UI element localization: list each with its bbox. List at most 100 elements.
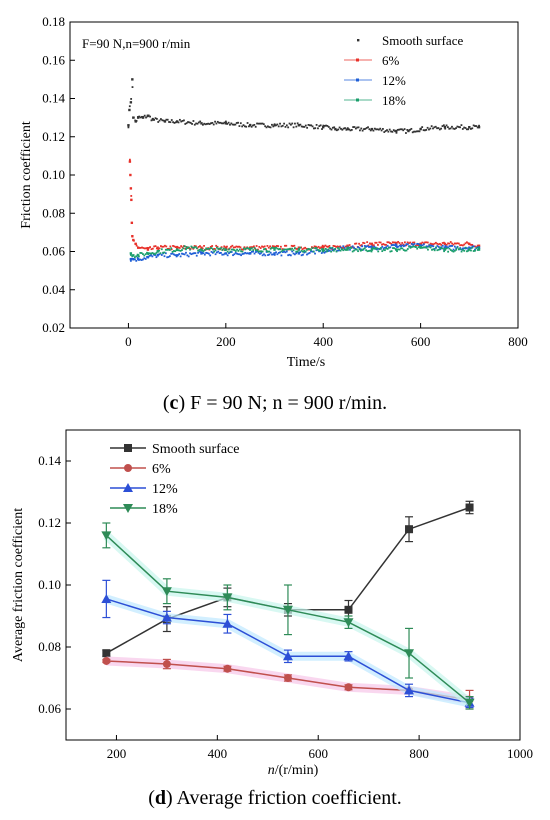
c-data-point	[134, 242, 137, 246]
c-point	[424, 241, 427, 244]
c-point	[398, 128, 401, 131]
c-point	[392, 129, 395, 132]
c-point	[341, 128, 344, 131]
d-legend-label: 18%	[152, 502, 178, 517]
c-point	[178, 247, 181, 249]
c-annotation: F=90 N,n=900 r/min	[82, 36, 191, 51]
c-y-tick-label: 0.02	[42, 320, 65, 335]
c-point	[383, 131, 386, 133]
c-point	[187, 121, 189, 123]
c-point	[417, 246, 420, 248]
c-point	[135, 259, 138, 262]
c-point	[243, 125, 246, 128]
c-point	[326, 250, 329, 253]
c-point	[276, 253, 279, 256]
c-point	[254, 251, 257, 253]
c-point	[390, 244, 393, 247]
c-point	[207, 252, 210, 255]
c-point	[253, 252, 256, 255]
c-point	[304, 250, 307, 253]
c-point	[413, 243, 416, 245]
c-point	[283, 122, 286, 125]
d-y-tick-label: 0.14	[38, 453, 61, 468]
c-point	[453, 245, 456, 248]
c-point	[253, 246, 256, 249]
c-point	[402, 243, 405, 246]
c-data-point	[129, 173, 132, 177]
c-point	[371, 246, 374, 249]
c-point	[340, 127, 342, 130]
c-point	[199, 120, 202, 123]
c-data-point	[297, 124, 301, 127]
c-point	[155, 252, 158, 254]
c-point	[308, 124, 311, 127]
c-point	[362, 248, 365, 251]
c-point	[308, 248, 311, 251]
d-x-tick-label: 400	[208, 746, 228, 761]
c-point	[273, 245, 276, 248]
c-point	[466, 250, 468, 253]
c-point	[404, 241, 406, 244]
c-point	[369, 246, 372, 248]
c-point	[311, 250, 314, 253]
c-point	[279, 251, 281, 254]
c-point	[259, 252, 261, 255]
c-point	[173, 122, 176, 124]
c-point	[438, 128, 441, 131]
c-point	[195, 247, 198, 250]
c-point	[317, 245, 320, 248]
c-point	[257, 122, 260, 125]
c-point	[363, 128, 365, 131]
c-point	[207, 247, 210, 250]
c-point	[229, 250, 232, 253]
c-point	[401, 247, 404, 250]
c-point	[331, 126, 334, 129]
c-point	[354, 242, 356, 245]
c-data-point	[370, 127, 374, 131]
c-point	[231, 123, 234, 126]
c-point	[386, 244, 389, 247]
c-point	[410, 246, 413, 248]
c-point	[164, 252, 167, 255]
c-point	[449, 127, 452, 130]
c-point	[471, 127, 474, 130]
c-point	[452, 127, 455, 130]
c-point	[367, 250, 370, 252]
c-point	[414, 244, 417, 247]
c-point	[265, 251, 268, 253]
c-point	[150, 254, 152, 257]
c-point	[260, 122, 262, 125]
c-point	[210, 250, 213, 253]
c-point	[371, 244, 374, 247]
c-point	[305, 247, 308, 250]
c-point	[376, 128, 379, 131]
c-data-point	[156, 246, 159, 249]
c-point	[466, 241, 468, 244]
c-point	[328, 246, 331, 249]
c-point	[366, 250, 369, 253]
c-point	[169, 245, 172, 248]
c-point	[323, 251, 326, 254]
c-point	[423, 246, 425, 249]
c-data-point	[136, 257, 140, 261]
d-marker	[222, 618, 233, 628]
c-point	[412, 241, 414, 244]
c-point	[153, 118, 156, 121]
c-point	[467, 128, 470, 131]
c-data-point	[297, 246, 301, 249]
c-point	[360, 127, 363, 130]
c-point	[441, 125, 444, 127]
c-point	[417, 244, 420, 247]
d-y-axis-label: Average friction coefficient	[11, 508, 26, 662]
c-point	[204, 123, 207, 126]
c-point	[370, 245, 373, 248]
c-point	[338, 249, 341, 252]
c-point	[471, 246, 474, 249]
c-point	[300, 254, 303, 257]
c-point	[162, 245, 165, 248]
c-point	[187, 246, 190, 249]
c-point	[415, 130, 418, 133]
c-point	[222, 247, 225, 250]
c-point	[346, 246, 349, 249]
c-point	[157, 248, 160, 251]
